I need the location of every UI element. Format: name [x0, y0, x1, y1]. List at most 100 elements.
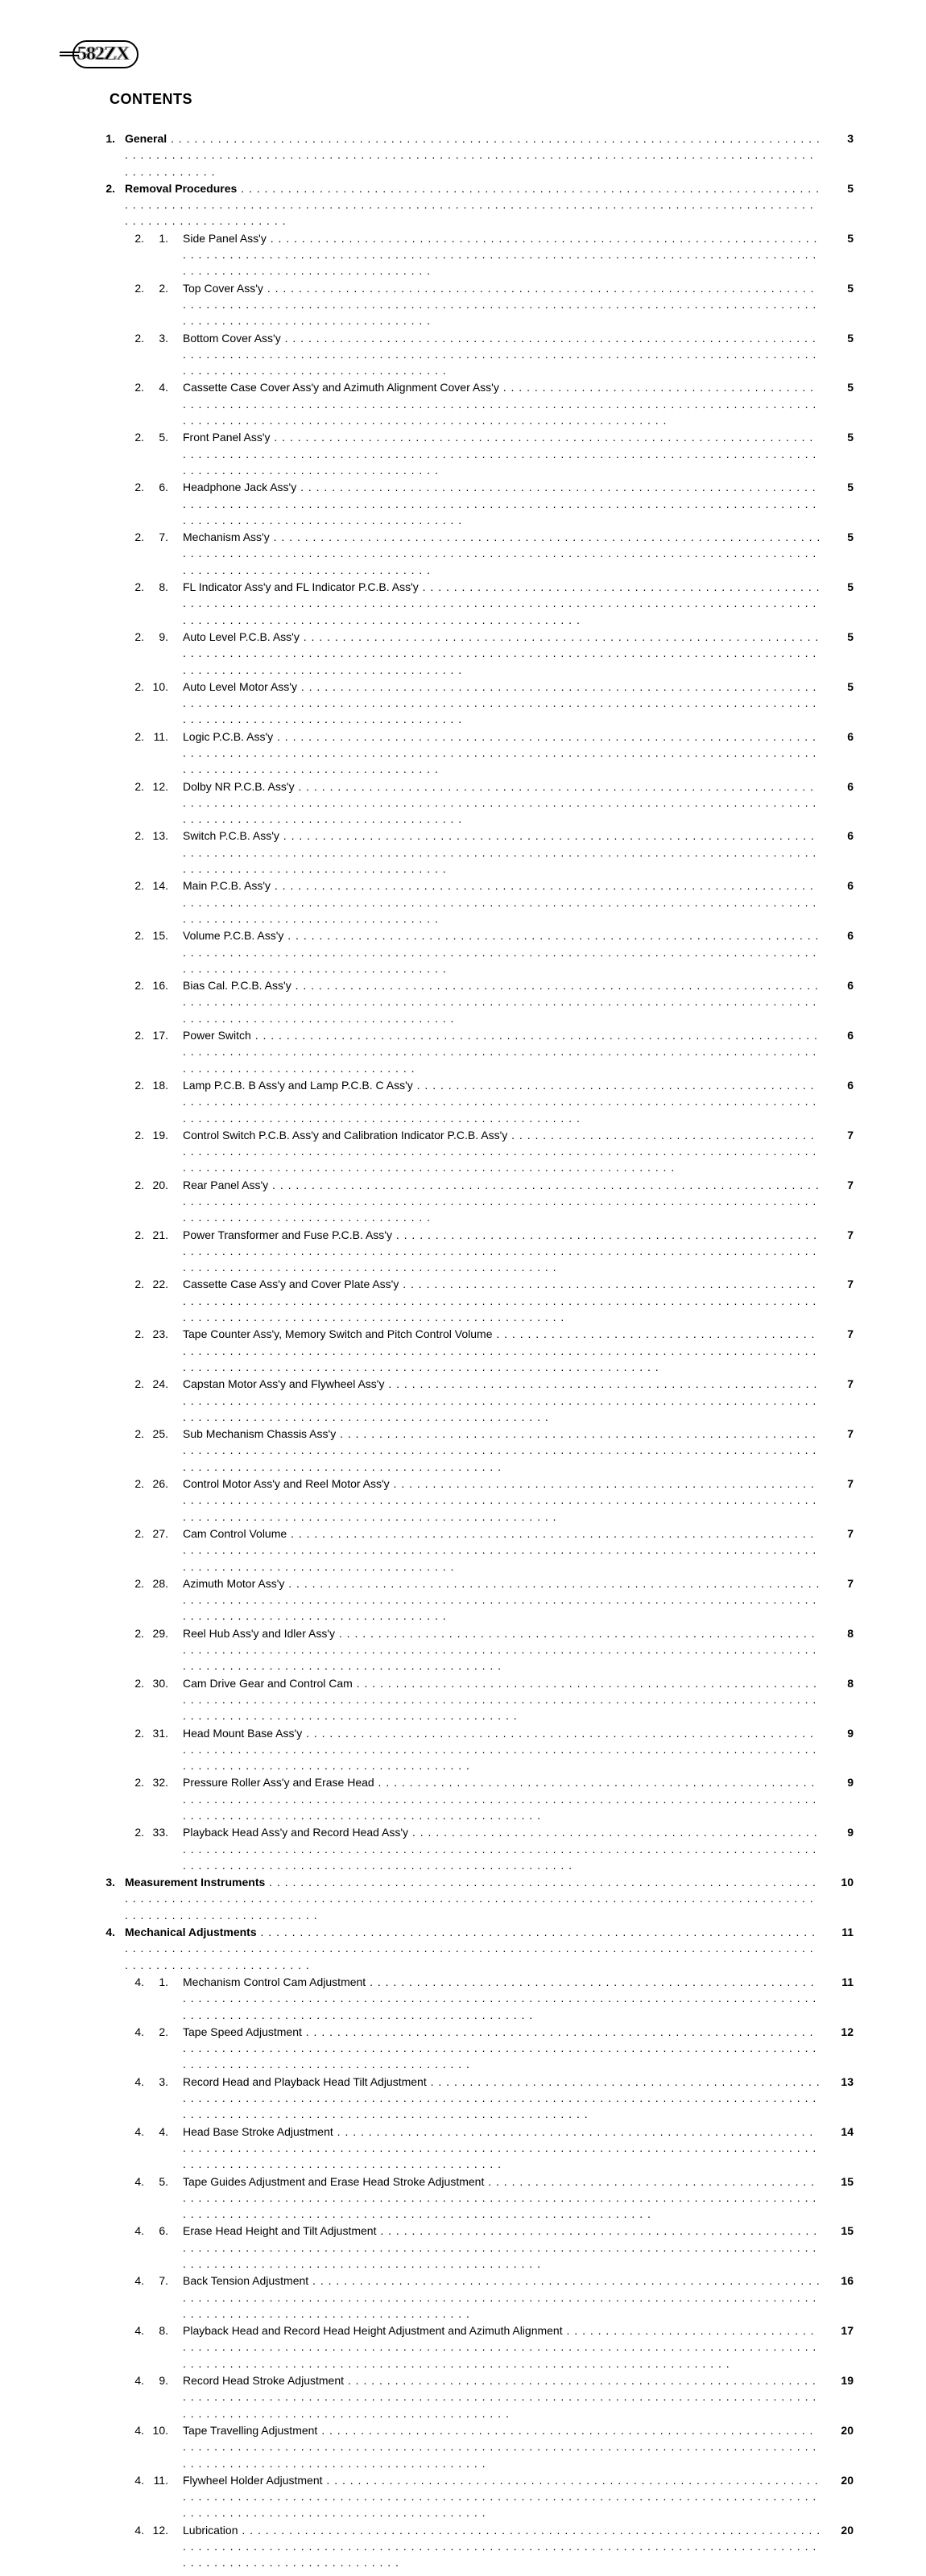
toc-chapter-title: General — [125, 130, 821, 180]
toc-sub-title: Switch P.C.B. Ass'y — [183, 828, 821, 877]
toc-row: 2.26.Control Motor Ass'y and Reel Motor … — [72, 1476, 854, 1525]
toc-sub-title: Logic P.C.B. Ass'y — [183, 729, 821, 778]
toc-page: 5 — [821, 429, 854, 445]
toc-sub-number: 2.3. — [125, 330, 183, 346]
toc-sub-number: 2.19. — [125, 1127, 183, 1143]
toc-sub-number: 4.7. — [125, 2273, 183, 2289]
toc-sub-title: Bias Cal. P.C.B. Ass'y — [183, 977, 821, 1026]
toc-page: 7 — [821, 1476, 854, 1492]
toc-page: 9 — [821, 1725, 854, 1741]
toc-sub-title: Lubrication — [183, 2522, 821, 2571]
toc-chapter-number: 5. — [72, 2572, 125, 2576]
toc-row: 2.6.Headphone Jack Ass'y5 — [72, 479, 854, 528]
toc-row: 4.11.Flywheel Holder Adjustment20 — [72, 2472, 854, 2521]
toc-row: 2.32.Pressure Roller Ass'y and Erase Hea… — [72, 1774, 854, 1823]
toc-sub-title: Erase Head Height and Tilt Adjustment — [183, 2223, 821, 2272]
toc-sub-title: Auto Level Motor Ass'y — [183, 679, 821, 728]
toc-sub-number: 2.28. — [125, 1575, 183, 1591]
toc-sub-title: Side Panel Ass'y — [183, 230, 821, 279]
toc-page: 16 — [821, 2273, 854, 2289]
toc-page: 7 — [821, 1127, 854, 1143]
toc-row: 2.9.Auto Level P.C.B. Ass'y5 — [72, 629, 854, 678]
table-of-contents: 1.General32.Removal Procedures52.1.Side … — [72, 130, 854, 2576]
toc-page: 5 — [821, 579, 854, 595]
toc-row: 2.21.Power Transformer and Fuse P.C.B. A… — [72, 1227, 854, 1276]
toc-page: 15 — [821, 2174, 854, 2190]
toc-row: 2.22.Cassette Case Ass'y and Cover Plate… — [72, 1276, 854, 1325]
toc-sub-number: 2.27. — [125, 1525, 183, 1542]
toc-sub-number: 4.12. — [125, 2522, 183, 2538]
toc-sub-number: 4.8. — [125, 2322, 183, 2339]
toc-sub-number: 2.32. — [125, 1774, 183, 1790]
toc-chapter-number: 2. — [72, 180, 125, 196]
toc-sub-number: 2.13. — [125, 828, 183, 844]
toc-sub-number: 4.1. — [125, 1974, 183, 1990]
toc-sub-title: Record Head and Playback Head Tilt Adjus… — [183, 2074, 821, 2123]
toc-sub-title: Front Panel Ass'y — [183, 429, 821, 478]
toc-sub-number: 2.17. — [125, 1027, 183, 1043]
toc-row: 2.17.Power Switch6 — [72, 1027, 854, 1076]
toc-row: 2.33.Playback Head Ass'y and Record Head… — [72, 1824, 854, 1873]
toc-row: 2.11.Logic P.C.B. Ass'y6 — [72, 729, 854, 778]
toc-sub-title: Rear Panel Ass'y — [183, 1177, 821, 1226]
toc-sub-title: Cam Control Volume — [183, 1525, 821, 1575]
toc-sub-title: Bottom Cover Ass'y — [183, 330, 821, 379]
toc-page: 5 — [821, 479, 854, 495]
toc-row: 2.15.Volume P.C.B. Ass'y6 — [72, 927, 854, 976]
toc-page: 7 — [821, 1276, 854, 1292]
toc-row: 4.5.Tape Guides Adjustment and Erase Hea… — [72, 2174, 854, 2223]
toc-chapter-title: Measurement Instruments — [125, 1874, 821, 1923]
toc-row: 2.19.Control Switch P.C.B. Ass'y and Cal… — [72, 1127, 854, 1176]
toc-chapter-number: 4. — [72, 1924, 125, 1940]
toc-page: 6 — [821, 877, 854, 894]
toc-page: 6 — [821, 977, 854, 993]
toc-row: 4.2.Tape Speed Adjustment12 — [72, 2024, 854, 2073]
toc-page: 20 — [821, 2522, 854, 2538]
toc-chapter-title: Parts Location for Electrical Adjustment — [125, 2572, 821, 2576]
toc-row: 2.Removal Procedures5 — [72, 180, 854, 229]
toc-row: 2.16.Bias Cal. P.C.B. Ass'y6 — [72, 977, 854, 1026]
toc-sub-title: Capstan Motor Ass'y and Flywheel Ass'y — [183, 1376, 821, 1425]
toc-sub-title: Control Motor Ass'y and Reel Motor Ass'y — [183, 1476, 821, 1525]
toc-page: 5 — [821, 629, 854, 645]
toc-page: 7 — [821, 1326, 854, 1342]
toc-row: 2.13.Switch P.C.B. Ass'y6 — [72, 828, 854, 877]
toc-sub-title: Lamp P.C.B. B Ass'y and Lamp P.C.B. C As… — [183, 1077, 821, 1126]
toc-page: 20 — [821, 2422, 854, 2438]
toc-page: 8 — [821, 1675, 854, 1691]
toc-sub-title: Sub Mechanism Chassis Ass'y — [183, 1426, 821, 1475]
toc-row: 2.25.Sub Mechanism Chassis Ass'y7 — [72, 1426, 854, 1475]
toc-page: 11 — [821, 1974, 854, 1990]
toc-row: 2.1.Side Panel Ass'y5 — [72, 230, 854, 279]
toc-sub-title: Pressure Roller Ass'y and Erase Head — [183, 1774, 821, 1823]
toc-sub-number: 2.31. — [125, 1725, 183, 1741]
toc-sub-number: 2.7. — [125, 529, 183, 545]
toc-sub-number: 2.14. — [125, 877, 183, 894]
toc-page: 15 — [821, 2223, 854, 2239]
toc-row: 4.7.Back Tension Adjustment16 — [72, 2273, 854, 2322]
toc-page: 6 — [821, 778, 854, 795]
toc-sub-number: 2.8. — [125, 579, 183, 595]
toc-sub-number: 4.6. — [125, 2223, 183, 2239]
toc-sub-number: 4.3. — [125, 2074, 183, 2090]
toc-page: 5 — [821, 330, 854, 346]
toc-page: 3 — [821, 130, 854, 147]
toc-sub-number: 4.9. — [125, 2372, 183, 2388]
toc-chapter-title: Removal Procedures — [125, 180, 821, 229]
toc-page: 17 — [821, 2322, 854, 2339]
toc-page: 5 — [821, 230, 854, 246]
toc-sub-title: Mechanism Control Cam Adjustment — [183, 1974, 821, 2023]
toc-sub-number: 2.29. — [125, 1625, 183, 1641]
toc-row: 2.28.Azimuth Motor Ass'y7 — [72, 1575, 854, 1624]
contents-heading: CONTENTS — [110, 91, 854, 108]
toc-sub-title: Cassette Case Ass'y and Cover Plate Ass'… — [183, 1276, 821, 1325]
toc-page: 6 — [821, 1077, 854, 1093]
toc-row: 2.18.Lamp P.C.B. B Ass'y and Lamp P.C.B.… — [72, 1077, 854, 1126]
toc-row: 2.14.Main P.C.B. Ass'y6 — [72, 877, 854, 927]
toc-sub-title: Tape Speed Adjustment — [183, 2024, 821, 2073]
toc-sub-number: 4.11. — [125, 2472, 183, 2488]
toc-row: 2.27.Cam Control Volume7 — [72, 1525, 854, 1575]
toc-sub-title: Auto Level P.C.B. Ass'y — [183, 629, 821, 678]
toc-sub-title: Headphone Jack Ass'y — [183, 479, 821, 528]
toc-sub-number: 2.33. — [125, 1824, 183, 1840]
